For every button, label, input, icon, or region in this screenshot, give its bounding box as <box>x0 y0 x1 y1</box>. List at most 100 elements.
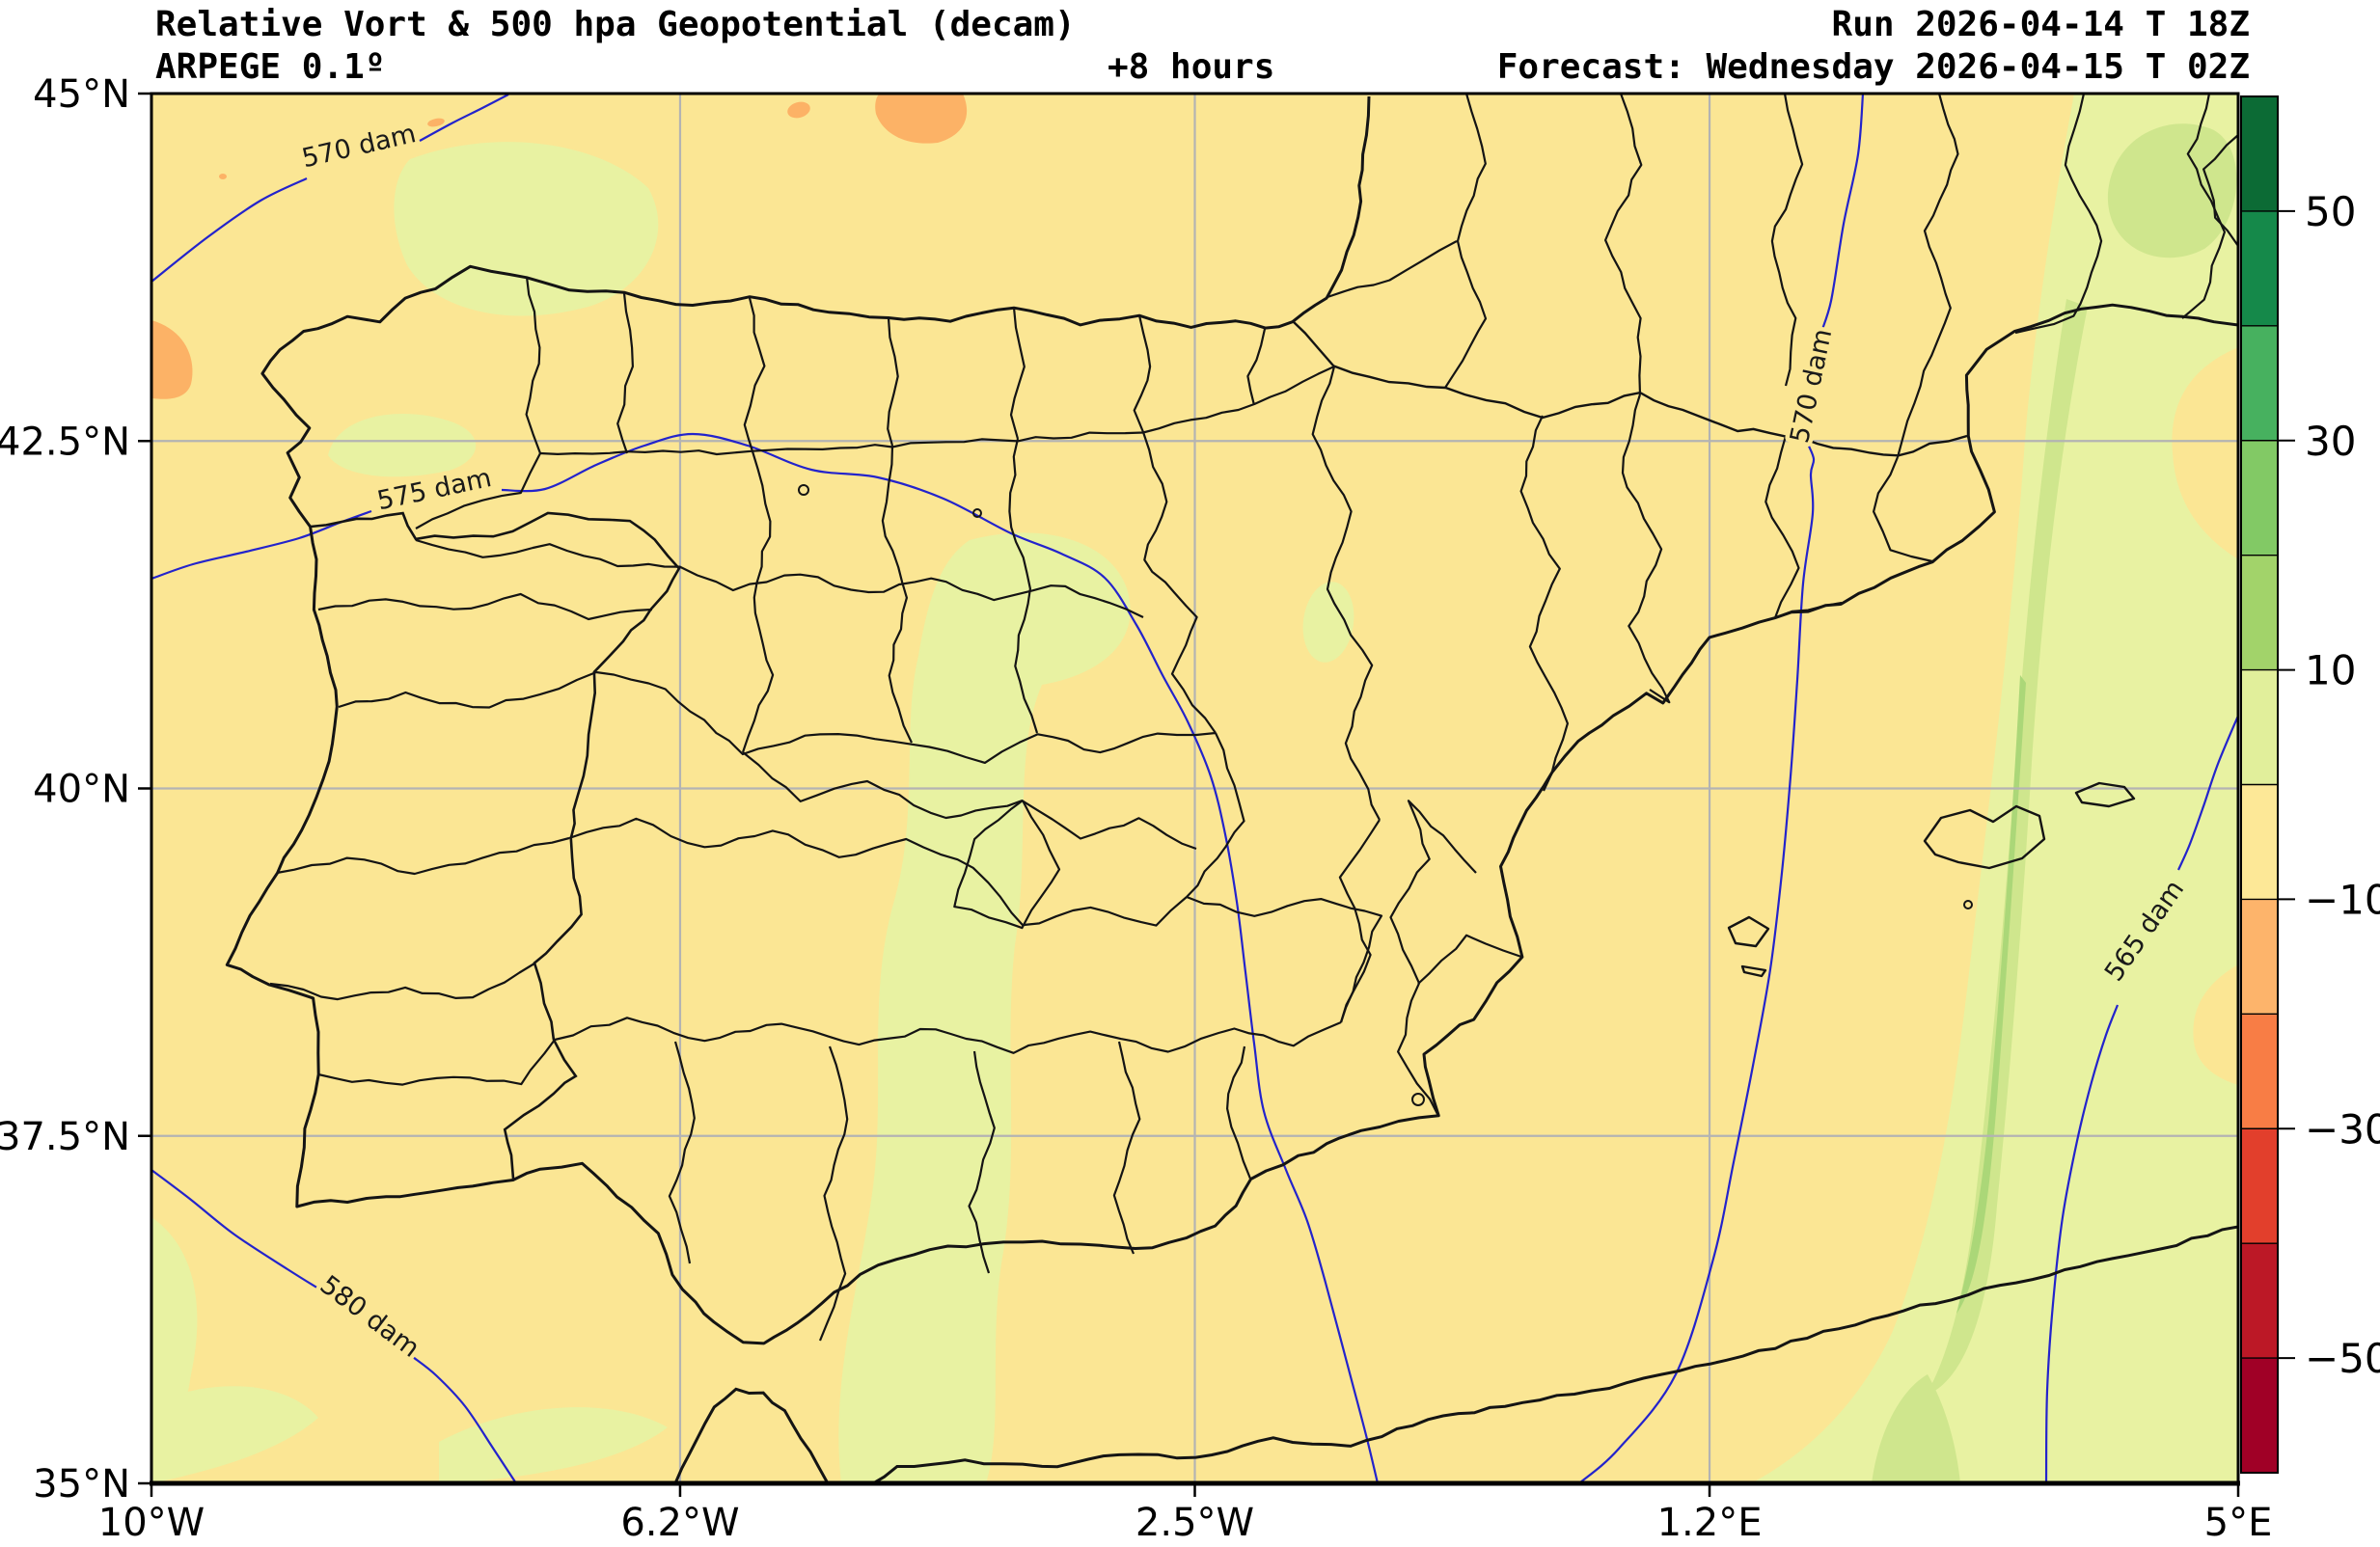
lon-tick-label: 6.2°W <box>620 1501 739 1545</box>
province-boundary <box>1141 431 1217 734</box>
geopotential-contour-line <box>2176 715 2238 871</box>
province-boundary <box>1604 94 1643 395</box>
latitude-axis: 45°N 42.5°N 40°N 37.5°N 35°N <box>0 72 151 1506</box>
province-boundary <box>338 670 597 709</box>
colorbar-tick-label: −50 <box>2305 1335 2380 1382</box>
province-boundary <box>1621 394 1671 704</box>
vorticity-patch <box>2193 964 2238 1085</box>
forecast-label: Forecast: Wednesday 2026-04-15 T 02Z <box>1496 47 2250 87</box>
colorbar-segment <box>2241 555 2278 671</box>
colorbar-tick-label: 30 <box>2305 418 2356 465</box>
vorticity-patch <box>1872 1374 1960 1483</box>
colorbar-segment <box>2241 440 2278 556</box>
province-boundary <box>2202 134 2238 247</box>
vorticity-patch <box>219 174 227 179</box>
colorbar-segment <box>2241 210 2278 327</box>
province-boundary <box>953 800 1061 930</box>
vorticity-patch <box>838 532 1131 1483</box>
cabrera-islet <box>1963 900 1973 909</box>
geopotential-contour-line <box>151 1169 319 1289</box>
vorticity-patch <box>328 414 477 477</box>
province-boundary <box>269 963 535 1001</box>
province-boundary <box>1338 819 1381 1023</box>
colorbar-segment <box>2241 1014 2278 1129</box>
coastlines-and-borders <box>225 94 2238 1483</box>
province-boundary <box>317 1039 556 1086</box>
province-boundary <box>276 836 570 876</box>
province-boundary <box>1133 314 1152 433</box>
map-gridlines <box>151 94 2238 1483</box>
province-boundary <box>415 452 541 529</box>
province-boundary <box>616 292 634 454</box>
africa-coastline <box>673 1387 830 1483</box>
lat-tick-label: 40°N <box>33 768 130 812</box>
vorticity-patch <box>427 118 445 127</box>
colorbar-segment <box>2241 325 2278 442</box>
province-boundary <box>1008 438 1039 734</box>
lon-tick-label: 1.2°E <box>1657 1501 1763 1545</box>
africa-coastline <box>872 1225 2238 1483</box>
menorca-island <box>2074 781 2136 808</box>
province-boundary <box>554 1017 1342 1054</box>
colorbar-tick-label: 10 <box>2305 647 2356 694</box>
vorticity-patch <box>151 320 193 399</box>
province-boundary <box>1009 307 1026 440</box>
geopotential-contour-line <box>501 432 1380 1483</box>
vorticity-patch <box>1302 582 1354 663</box>
small-boundary-ring <box>972 508 982 518</box>
mar-menor-lagoon <box>1411 1093 1425 1106</box>
geopotential-contour-line <box>2044 1004 2120 1483</box>
colorbar-tick-label: −10 <box>2305 876 2380 923</box>
province-boundary <box>1112 1041 1141 1255</box>
lead-time-label: +8 hours <box>1108 47 1275 87</box>
colorbar-segment <box>2241 1358 2278 1474</box>
vorticity-patch <box>1926 299 2088 1396</box>
colorbar-segment <box>2241 1243 2278 1359</box>
colorbar-segment <box>2241 899 2278 1015</box>
province-boundary <box>568 817 1188 927</box>
province-boundary <box>1444 94 1488 389</box>
colorbar-tick-label: 50 <box>2305 188 2356 235</box>
province-boundary <box>1226 1045 1252 1180</box>
colorbar-segment <box>2241 784 2278 900</box>
province-boundary <box>881 445 913 744</box>
vorticity-patch <box>787 101 810 119</box>
province-boundary <box>743 297 766 452</box>
province-boundary <box>1311 366 1381 821</box>
province-boundary <box>1417 934 1522 985</box>
province-boundary <box>1764 435 1843 619</box>
lon-tick-label: 2.5°W <box>1135 1501 1254 1545</box>
lat-tick-label: 45°N <box>33 72 130 117</box>
province-boundary <box>1896 94 1959 458</box>
province-boundary <box>317 592 653 621</box>
small-boundary-ring <box>798 484 809 496</box>
vorticity-patch <box>1956 675 2026 1314</box>
province-boundary <box>595 670 1217 764</box>
province-boundary <box>1246 328 1267 406</box>
province-boundary <box>968 1050 996 1274</box>
ibiza-island <box>1727 915 1770 948</box>
province-boundary <box>1327 240 1458 299</box>
province-boundary <box>668 1041 696 1264</box>
lon-tick-label: 10°W <box>98 1501 205 1545</box>
colorbar: 50 30 10 −10 −30 −50 <box>2240 95 2380 1474</box>
lon-tick-label: 5°E <box>2204 1501 2273 1545</box>
vorticity-patch <box>875 94 968 144</box>
figure-title: Relative Vort & 500 hpa Geopotential (de… <box>155 5 1076 44</box>
province-boundary <box>1186 895 1383 1023</box>
longitude-axis: 10°W 6.2°W 2.5°W 1.2°E 5°E <box>98 1483 2273 1545</box>
colorbar-tick-label: −30 <box>2305 1105 2380 1153</box>
vorticity-patch <box>2172 347 2238 559</box>
province-boundary <box>742 751 1197 851</box>
lat-tick-label: 37.5°N <box>0 1115 130 1159</box>
province-boundary <box>525 276 542 454</box>
province-boundary <box>1389 800 1477 1117</box>
province-boundary <box>1519 415 1569 792</box>
model-label: ARPEGE 0.1º <box>155 47 386 87</box>
geopotential-contour-line <box>1818 94 1865 356</box>
vorticity-patch <box>439 1407 668 1483</box>
formentera-island <box>1740 964 1767 978</box>
province-boundary <box>1873 456 1933 563</box>
province-boundary <box>1186 732 1245 898</box>
province-boundary <box>741 450 775 753</box>
